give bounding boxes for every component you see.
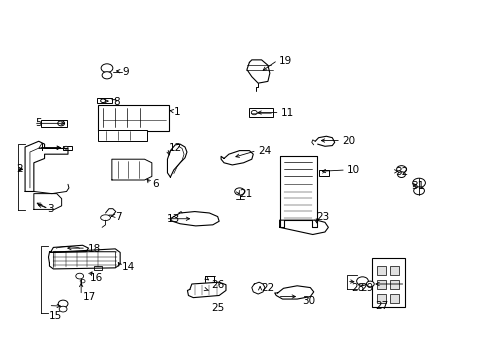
Circle shape — [101, 99, 105, 103]
FancyBboxPatch shape — [98, 105, 168, 131]
Text: 18: 18 — [87, 244, 101, 254]
Text: 1: 1 — [173, 107, 180, 117]
FancyBboxPatch shape — [318, 170, 329, 176]
Text: 26: 26 — [211, 280, 224, 290]
Text: 23: 23 — [316, 212, 329, 221]
Text: 19: 19 — [278, 56, 291, 66]
FancyBboxPatch shape — [94, 266, 102, 270]
Text: 14: 14 — [122, 262, 135, 272]
Text: 6: 6 — [152, 179, 158, 189]
Text: 12: 12 — [168, 143, 182, 153]
Text: 30: 30 — [302, 296, 315, 306]
Text: 16: 16 — [89, 273, 102, 283]
Circle shape — [413, 187, 424, 195]
Text: 13: 13 — [166, 215, 180, 224]
FancyBboxPatch shape — [41, 120, 67, 127]
Circle shape — [58, 300, 68, 307]
Text: 22: 22 — [261, 283, 274, 293]
Circle shape — [396, 166, 406, 173]
FancyBboxPatch shape — [389, 280, 398, 289]
Text: 15: 15 — [48, 311, 61, 320]
Text: 5: 5 — [35, 118, 41, 128]
Circle shape — [59, 306, 67, 312]
FancyBboxPatch shape — [376, 266, 386, 275]
FancyBboxPatch shape — [98, 130, 147, 141]
Text: 25: 25 — [211, 303, 224, 314]
Circle shape — [356, 277, 367, 285]
FancyBboxPatch shape — [63, 145, 72, 150]
Text: 24: 24 — [258, 145, 271, 156]
Circle shape — [366, 281, 373, 287]
Text: 20: 20 — [341, 136, 354, 146]
Text: 4: 4 — [37, 143, 44, 153]
FancyBboxPatch shape — [389, 266, 398, 275]
Circle shape — [234, 188, 244, 195]
FancyBboxPatch shape — [249, 108, 272, 117]
Circle shape — [412, 178, 425, 188]
Text: 11: 11 — [281, 108, 294, 118]
Text: 17: 17 — [82, 292, 96, 302]
Text: 3: 3 — [47, 204, 54, 215]
Circle shape — [64, 146, 68, 149]
Circle shape — [80, 279, 85, 283]
FancyBboxPatch shape — [376, 294, 386, 303]
Text: 10: 10 — [346, 165, 359, 175]
FancyBboxPatch shape — [97, 98, 112, 103]
FancyBboxPatch shape — [371, 258, 405, 307]
Text: 28: 28 — [350, 283, 363, 293]
Circle shape — [397, 172, 405, 177]
Text: 27: 27 — [374, 301, 387, 311]
Text: 32: 32 — [394, 167, 407, 177]
Circle shape — [58, 121, 64, 126]
Circle shape — [251, 111, 257, 115]
FancyBboxPatch shape — [376, 280, 386, 289]
Circle shape — [101, 64, 113, 72]
Circle shape — [102, 72, 112, 79]
Text: 21: 21 — [239, 189, 252, 199]
Text: 9: 9 — [122, 67, 129, 77]
Text: 2: 2 — [16, 164, 23, 174]
Text: 29: 29 — [360, 283, 373, 293]
Text: 31: 31 — [410, 181, 424, 192]
FancyBboxPatch shape — [389, 294, 398, 303]
Circle shape — [76, 273, 83, 279]
Text: 7: 7 — [115, 212, 122, 221]
Text: 8: 8 — [113, 97, 119, 107]
